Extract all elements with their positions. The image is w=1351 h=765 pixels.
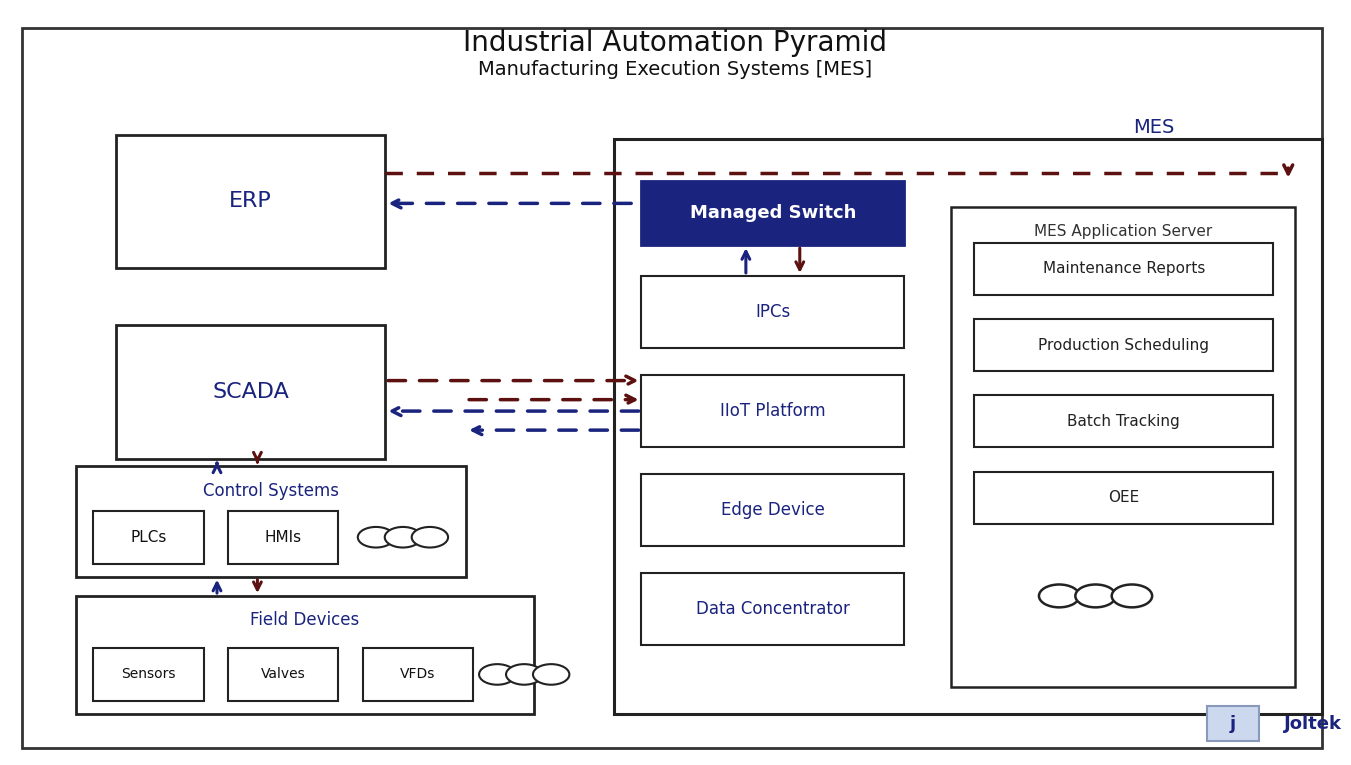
FancyBboxPatch shape	[615, 138, 1321, 714]
FancyBboxPatch shape	[974, 472, 1274, 523]
Text: MES Application Server: MES Application Server	[1034, 224, 1212, 239]
FancyBboxPatch shape	[1208, 706, 1259, 741]
FancyBboxPatch shape	[642, 181, 904, 246]
FancyBboxPatch shape	[93, 510, 204, 564]
Text: Control Systems: Control Systems	[203, 482, 339, 500]
Circle shape	[412, 527, 449, 548]
Text: Valves: Valves	[261, 667, 305, 682]
Text: OEE: OEE	[1108, 490, 1139, 505]
FancyBboxPatch shape	[974, 319, 1274, 371]
FancyBboxPatch shape	[116, 135, 385, 269]
Text: Managed Switch: Managed Switch	[689, 204, 857, 222]
Text: IPCs: IPCs	[755, 303, 790, 321]
Circle shape	[1039, 584, 1079, 607]
FancyBboxPatch shape	[228, 648, 338, 701]
FancyBboxPatch shape	[642, 276, 904, 348]
Text: Data Concentrator: Data Concentrator	[696, 601, 850, 618]
FancyBboxPatch shape	[228, 510, 338, 564]
Text: Sensors: Sensors	[122, 667, 176, 682]
Text: SCADA: SCADA	[212, 382, 289, 402]
Circle shape	[480, 664, 516, 685]
Text: MES: MES	[1132, 118, 1174, 137]
Text: Production Scheduling: Production Scheduling	[1039, 337, 1209, 353]
FancyBboxPatch shape	[951, 207, 1296, 688]
Circle shape	[534, 664, 569, 685]
FancyBboxPatch shape	[974, 396, 1274, 448]
Circle shape	[358, 527, 394, 548]
FancyBboxPatch shape	[22, 28, 1321, 748]
Text: Field Devices: Field Devices	[250, 611, 359, 630]
Text: Batch Tracking: Batch Tracking	[1067, 414, 1181, 429]
FancyBboxPatch shape	[642, 375, 904, 448]
Text: Edge Device: Edge Device	[721, 501, 824, 519]
Circle shape	[1112, 584, 1152, 607]
FancyBboxPatch shape	[642, 474, 904, 546]
FancyBboxPatch shape	[76, 596, 534, 714]
Text: j: j	[1229, 715, 1236, 733]
Text: ERP: ERP	[230, 191, 272, 211]
FancyBboxPatch shape	[642, 573, 904, 646]
FancyBboxPatch shape	[974, 243, 1274, 295]
Text: HMIs: HMIs	[265, 529, 301, 545]
Text: Joltek: Joltek	[1283, 715, 1342, 733]
Text: Manufacturing Execution Systems [MES]: Manufacturing Execution Systems [MES]	[478, 60, 873, 80]
Text: PLCs: PLCs	[130, 529, 166, 545]
Circle shape	[1075, 584, 1116, 607]
FancyBboxPatch shape	[116, 325, 385, 459]
Text: Industrial Automation Pyramid: Industrial Automation Pyramid	[463, 29, 888, 57]
FancyBboxPatch shape	[362, 648, 473, 701]
Text: IIoT Platform: IIoT Platform	[720, 402, 825, 420]
Circle shape	[507, 664, 542, 685]
Text: VFDs: VFDs	[400, 667, 435, 682]
FancyBboxPatch shape	[76, 467, 466, 577]
FancyBboxPatch shape	[93, 648, 204, 701]
Circle shape	[385, 527, 422, 548]
Text: Maintenance Reports: Maintenance Reports	[1043, 262, 1205, 276]
